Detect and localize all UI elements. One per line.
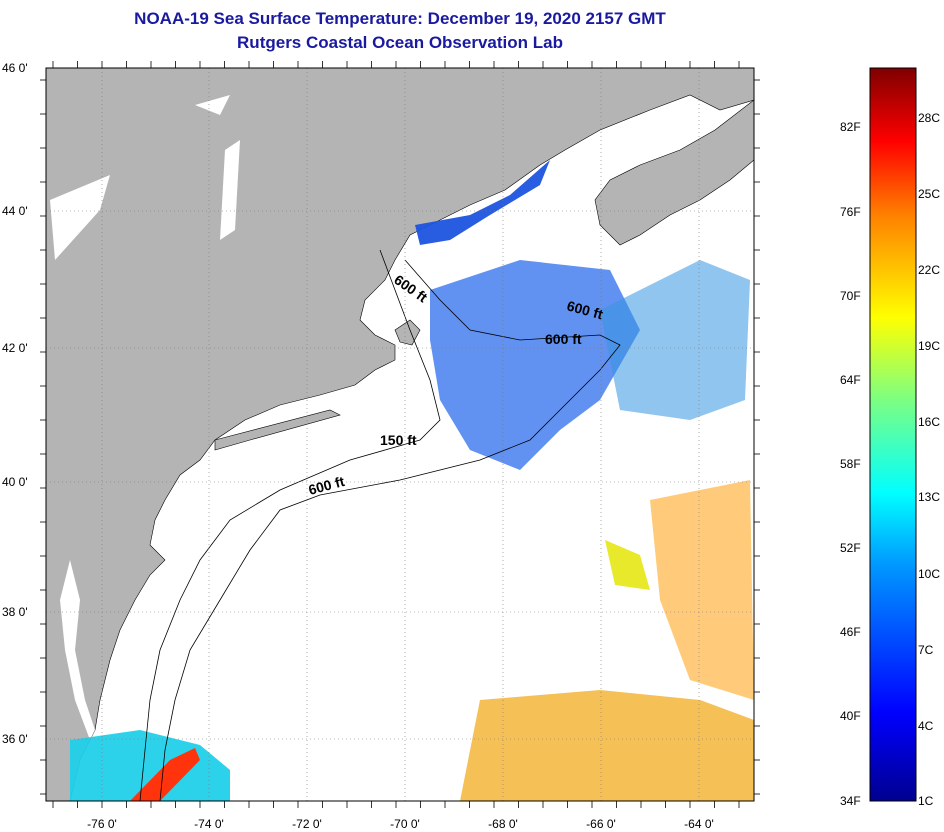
- lake: [195, 95, 230, 115]
- depth-label: 600 ft: [545, 331, 582, 347]
- y-tick-label: 40 0': [2, 475, 28, 489]
- sst-gulf-of-maine: [415, 160, 550, 245]
- depth-label: 150 ft: [380, 432, 417, 448]
- colorbar-label-f: 82F: [840, 120, 861, 134]
- map-frame: [45, 67, 755, 802]
- colorbar-label-c: 13C: [918, 490, 941, 504]
- x-tick-label: -74 0': [194, 817, 224, 831]
- colorbar-label-c: 10C: [918, 567, 941, 581]
- land-us-mainland: [46, 68, 754, 801]
- x-tick-label: -66 0': [586, 817, 616, 831]
- colorbar: [869, 67, 917, 802]
- colorbar-label-f: 76F: [840, 205, 861, 219]
- colorbar-label-c: 1C: [918, 794, 934, 808]
- lake: [220, 140, 240, 240]
- map-subtitle: Rutgers Coastal Ocean Observation Lab: [237, 33, 563, 52]
- y-tick-label: 44 0': [2, 204, 28, 218]
- lake: [50, 175, 110, 260]
- colorbar-label-c: 22C: [918, 263, 941, 277]
- y-tick-label: 42 0': [2, 341, 28, 355]
- y-tick-label: 38 0': [2, 605, 28, 619]
- sst-yellow-eddy: [605, 540, 650, 590]
- x-tick-label: -76 0': [87, 817, 117, 831]
- y-tick-label: 36 0': [2, 732, 28, 746]
- colorbar-label-c: 7C: [918, 643, 934, 657]
- colorbar-label-c: 4C: [918, 719, 934, 733]
- x-tick-label: -64 0': [684, 817, 714, 831]
- sst-gulf-stream-core: [130, 748, 200, 801]
- axis-ticks: [40, 61, 760, 808]
- x-tick-label: -70 0': [390, 817, 420, 831]
- colorbar-label-f: 34F: [840, 794, 861, 808]
- sst-slope-warm: [650, 480, 754, 700]
- land-long-island: [214, 409, 341, 451]
- land-nova-scotia: [594, 99, 754, 246]
- colorbar-label-f: 64F: [840, 373, 861, 387]
- colorbar-label-f: 40F: [840, 709, 861, 723]
- colorbar-label-c: 28C: [918, 111, 941, 125]
- colorbar-label-f: 58F: [840, 457, 861, 471]
- sst-georges-bank: [430, 260, 640, 470]
- colorbar-label-f: 70F: [840, 289, 861, 303]
- sst-gulf-stream-south: [460, 690, 754, 801]
- sst-patches: [70, 160, 754, 801]
- chesapeake-bay: [60, 560, 95, 740]
- depth-contours: [139, 249, 621, 801]
- map-title: NOAA-19 Sea Surface Temperature: Decembe…: [134, 9, 666, 28]
- x-tick-label: -72 0': [292, 817, 322, 831]
- colorbar-label-c: 19C: [918, 339, 941, 353]
- sst-scotian-shelf: [600, 260, 750, 420]
- colorbar-label-c: 16C: [918, 415, 941, 429]
- colorbar-label-f: 52F: [840, 541, 861, 555]
- y-tick-label: 46 0': [2, 61, 28, 75]
- x-tick-label: -68 0': [488, 817, 518, 831]
- colorbar-label-c: 25C: [918, 187, 941, 201]
- sst-cape-hatteras: [70, 730, 230, 801]
- colorbar-label-f: 46F: [840, 625, 861, 639]
